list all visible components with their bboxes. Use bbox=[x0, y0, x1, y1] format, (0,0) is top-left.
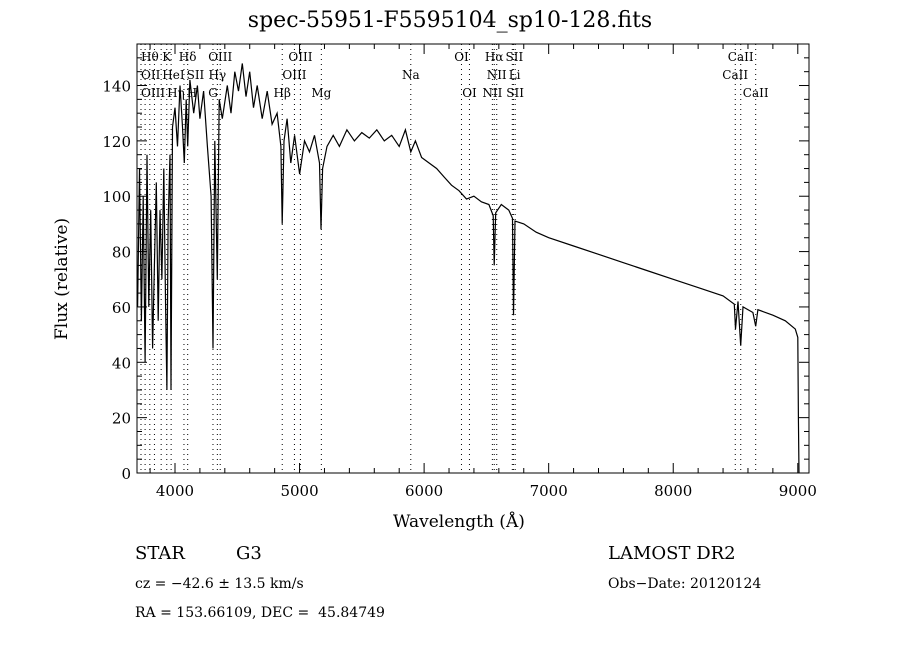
line-label: Hδ bbox=[179, 50, 197, 64]
line-label: Hθ bbox=[141, 50, 159, 64]
line-label: Hγ bbox=[209, 68, 227, 82]
line-label: Hβ bbox=[274, 86, 291, 100]
plot-frame bbox=[136, 43, 810, 474]
line-label: OI bbox=[454, 50, 469, 64]
x-tick-label: 5000 bbox=[280, 482, 318, 500]
y-tick-label: 140 bbox=[102, 78, 131, 96]
line-label: OII bbox=[141, 68, 161, 82]
y-tick-label: 20 bbox=[112, 410, 131, 428]
line-label: Na bbox=[402, 68, 420, 82]
x-tick-label: 9000 bbox=[779, 482, 817, 500]
survey-label: LAMOST DR2 bbox=[608, 543, 736, 564]
y-tick-label: 0 bbox=[121, 465, 131, 483]
y-tick-label: 60 bbox=[112, 299, 131, 317]
line-label: SII bbox=[506, 50, 524, 64]
y-tick-label: 120 bbox=[102, 133, 131, 151]
line-label: G bbox=[208, 86, 218, 100]
x-axis-label: Wavelength (Å) bbox=[393, 512, 525, 532]
spectrum-line bbox=[137, 63, 800, 474]
line-label: Hη bbox=[167, 86, 185, 100]
line-label: Hα bbox=[485, 50, 504, 64]
line-label: Li bbox=[509, 68, 521, 82]
line-label: OIII bbox=[288, 50, 312, 64]
line-label: HeI bbox=[162, 68, 185, 82]
x-tick-label: 6000 bbox=[405, 482, 443, 500]
line-label: OIII bbox=[141, 86, 165, 100]
chart-title: spec-55951-F5595104_sp10-128.fits bbox=[247, 8, 653, 33]
line-label: NII bbox=[487, 68, 507, 82]
line-label: CaII bbox=[743, 86, 769, 100]
line-label: OI bbox=[462, 86, 477, 100]
object-class: STAR bbox=[135, 543, 185, 564]
line-label: NII bbox=[482, 86, 502, 100]
subclass: G3 bbox=[236, 543, 262, 564]
y-tick-label: 100 bbox=[102, 188, 131, 206]
x-tick-label: 4000 bbox=[156, 482, 194, 500]
line-label: CaII bbox=[728, 50, 754, 64]
coordinates: RA = 153.66109, DEC = 45.84749 bbox=[135, 605, 385, 621]
line-label: OIII bbox=[282, 68, 306, 82]
line-label: SII bbox=[187, 68, 205, 82]
x-tick-label: 7000 bbox=[530, 482, 568, 500]
x-tick-label: 8000 bbox=[654, 482, 692, 500]
line-label: SII bbox=[506, 86, 524, 100]
y-axis-label: Flux (relative) bbox=[52, 217, 72, 340]
redshift-text: cz = −42.6 ± 13.5 km/s bbox=[135, 576, 304, 592]
line-label: CaII bbox=[722, 68, 748, 82]
line-label: OIII bbox=[208, 50, 232, 64]
obs-date: Obs−Date: 20120124 bbox=[608, 576, 762, 592]
y-tick-label: 80 bbox=[112, 244, 131, 262]
y-tick-label: 40 bbox=[112, 354, 131, 372]
line-label: K bbox=[162, 50, 172, 64]
line-label: Mg bbox=[311, 86, 331, 100]
